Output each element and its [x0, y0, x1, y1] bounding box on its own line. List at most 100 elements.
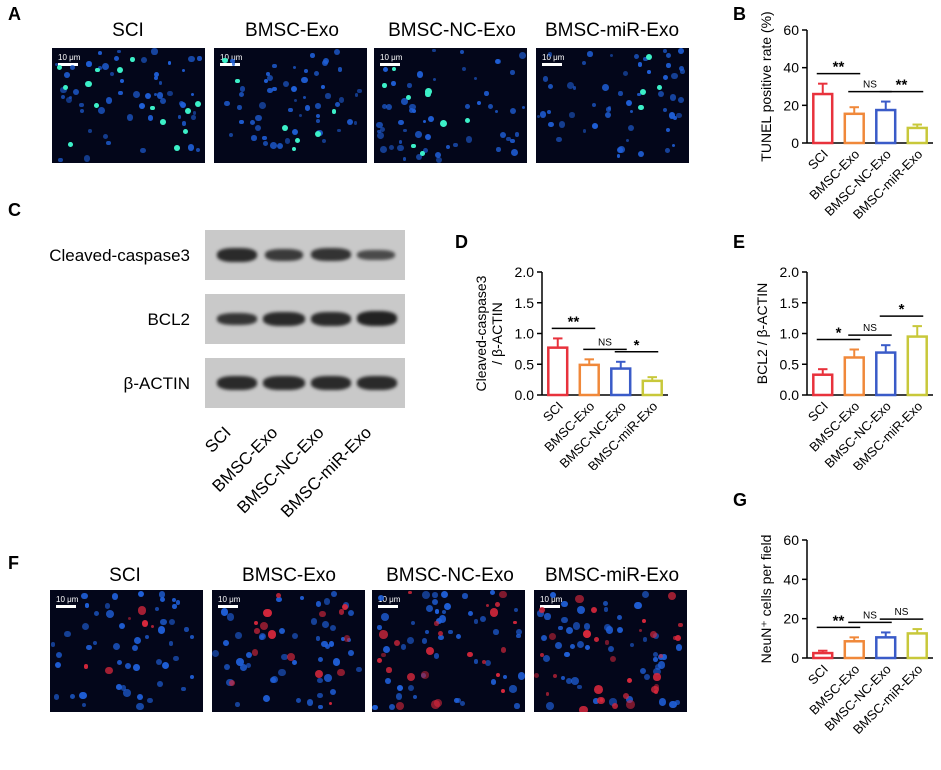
nucleus-dot	[377, 594, 384, 601]
nucleus-dot	[179, 102, 186, 109]
nucleus-dot	[663, 108, 668, 113]
tunel-positive-dot	[185, 108, 192, 115]
nucleus-dot	[301, 76, 308, 83]
tunel-positive-dot	[392, 67, 397, 72]
nucleus-dot	[278, 668, 287, 677]
nucleus-dot	[616, 615, 622, 621]
nucleus-dot	[173, 655, 179, 661]
nucleus-dot	[616, 154, 621, 158]
nucleus-dot	[376, 121, 383, 128]
neun-positive-dot	[275, 592, 282, 599]
y-tick-label: 60	[783, 532, 799, 548]
significance-label: NS	[863, 610, 877, 621]
blot-label-cleaved-caspase3: Cleaved-caspase3	[49, 246, 190, 265]
significance-label: **	[568, 313, 580, 330]
nucleus-dot	[53, 694, 60, 701]
panel-label-e: E	[733, 232, 746, 252]
nucleus-dot	[103, 133, 109, 139]
nucleus-dot	[453, 142, 458, 148]
nucleus-dot	[407, 684, 415, 692]
nucleus-dot	[299, 595, 304, 600]
nucleus-dot	[583, 623, 590, 630]
nucleus-dot	[386, 103, 393, 110]
nucleus-dot	[671, 72, 678, 79]
nucleus-dot	[262, 140, 268, 146]
nucleus-dot	[410, 620, 415, 625]
nucleus-dot	[473, 619, 479, 625]
neun-positive-dot	[253, 620, 258, 626]
nucleus-dot	[676, 644, 683, 651]
nucleus-dot	[639, 668, 646, 675]
nucleus-dot	[175, 600, 181, 605]
nucleus-dot	[484, 659, 492, 667]
significance-label: NS	[863, 80, 877, 91]
nucleus-dot	[276, 596, 282, 603]
tunel-positive-dot	[234, 78, 240, 84]
neun-positive-dot	[513, 621, 517, 625]
nucleus-dot	[494, 110, 498, 114]
nucleus-dot	[677, 97, 684, 104]
nucleus-dot	[324, 643, 331, 650]
nucleus-dot	[323, 598, 331, 606]
nucleus-dot	[424, 133, 431, 140]
nucleus-dot	[680, 69, 685, 74]
bar-bmsc-nc-exo	[610, 367, 632, 397]
nucleus-dot	[325, 93, 331, 99]
nucleus-dot	[385, 678, 391, 684]
nucleus-dot	[462, 593, 468, 599]
y-tick-label: 0.0	[780, 387, 800, 403]
nucleus-dot	[105, 610, 114, 619]
neun-positive-dot	[641, 618, 647, 624]
nucleus-dot	[69, 64, 76, 70]
panel-label-d: D	[455, 232, 468, 252]
nucleus-dot	[623, 70, 629, 76]
nucleus-dot	[280, 653, 288, 661]
tunel-positive-dot	[406, 95, 412, 101]
nucleus-dot	[390, 81, 396, 87]
neun-positive-dot	[678, 622, 683, 628]
nucleus-dot	[642, 591, 650, 599]
nucleus-dot	[228, 132, 233, 137]
tunel-positive-dot	[93, 102, 99, 108]
neun-positive-dot	[408, 590, 412, 594]
y-axis-label: / β-ACTIN	[489, 302, 505, 365]
bar-bmsc-exo	[843, 640, 865, 660]
tunel-positive-dot	[646, 53, 653, 60]
neun-positive-dot	[406, 672, 415, 682]
nucleus-dot	[266, 72, 270, 76]
nucleus-dot	[572, 622, 581, 630]
nucleus-dot	[337, 67, 343, 73]
nucleus-dot	[97, 50, 102, 55]
nucleus-dot	[113, 643, 121, 651]
nucleus-dot	[306, 699, 314, 707]
neun-positive-dot	[495, 602, 500, 608]
panel-f-title-sci: SCI	[109, 565, 141, 586]
tunel-positive-dot	[291, 146, 296, 151]
nucleus-dot	[79, 108, 85, 114]
nucleus-dot	[126, 114, 134, 121]
nucleus-dot	[266, 87, 273, 94]
neun-positive-dot	[658, 653, 664, 659]
nucleus-dot	[427, 116, 434, 123]
nucleus-dot	[226, 613, 235, 621]
nucleus-dot	[139, 103, 146, 110]
nucleus-dot	[321, 138, 326, 144]
nucleus-dot	[191, 92, 195, 96]
neun-positive-dot	[127, 617, 131, 621]
nucleus-dot	[338, 97, 345, 103]
blot-label-bcl2: BCL2	[147, 310, 190, 329]
nucleus-dot	[511, 148, 519, 156]
nucleus-dot	[677, 48, 684, 54]
nucleus-dot	[271, 86, 277, 92]
nucleus-dot	[354, 93, 359, 97]
nucleus-dot	[159, 596, 165, 602]
nucleus-dot	[264, 78, 269, 84]
scale-bar: 10 μm	[220, 53, 242, 66]
nucleus-dot	[618, 91, 623, 96]
nucleus-dot	[569, 112, 575, 118]
nucleus-dot	[642, 637, 648, 643]
nucleus-dot	[627, 124, 635, 132]
tunel-positive-dot	[637, 104, 644, 111]
panel-a-title-bmsc-exo: BMSC-Exo	[245, 20, 339, 41]
nucleus-dot	[262, 136, 267, 141]
